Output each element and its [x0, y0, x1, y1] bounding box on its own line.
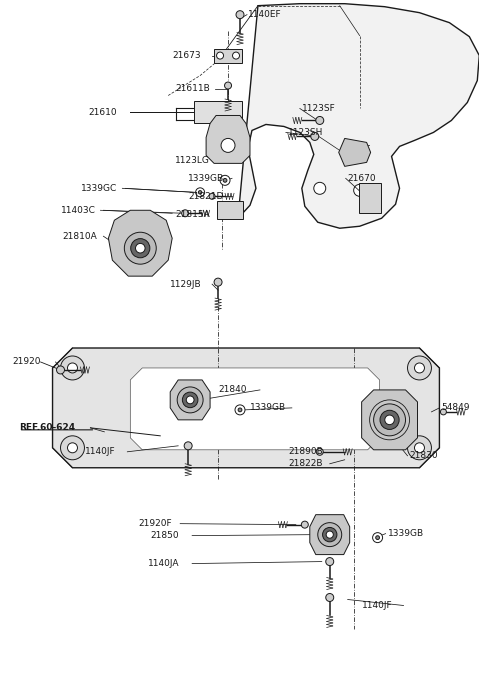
- Circle shape: [441, 409, 446, 415]
- Text: 21890B: 21890B: [288, 447, 323, 456]
- Circle shape: [354, 184, 366, 196]
- Bar: [359, 184, 381, 214]
- Circle shape: [326, 531, 333, 538]
- Circle shape: [372, 533, 383, 542]
- Polygon shape: [361, 390, 418, 450]
- Circle shape: [326, 558, 334, 565]
- Circle shape: [326, 593, 334, 602]
- Circle shape: [57, 366, 64, 374]
- Text: 54849: 54849: [442, 403, 470, 413]
- Polygon shape: [206, 115, 250, 163]
- Text: 1123SH: 1123SH: [288, 128, 323, 137]
- Circle shape: [238, 408, 242, 412]
- Circle shape: [408, 356, 432, 380]
- Circle shape: [135, 244, 145, 253]
- Text: 1140JF: 1140JF: [85, 447, 116, 456]
- Text: 21821D: 21821D: [188, 192, 224, 201]
- Circle shape: [376, 536, 380, 540]
- Circle shape: [415, 363, 424, 373]
- Text: 21815A: 21815A: [175, 210, 210, 218]
- Polygon shape: [52, 348, 439, 468]
- Circle shape: [373, 404, 406, 436]
- Circle shape: [60, 356, 84, 380]
- Circle shape: [408, 436, 432, 460]
- Text: 11403C: 11403C: [60, 206, 96, 215]
- Polygon shape: [310, 514, 350, 555]
- Text: 1140JA: 1140JA: [148, 559, 180, 568]
- Text: 21670: 21670: [348, 174, 376, 183]
- Circle shape: [415, 443, 424, 453]
- Circle shape: [68, 443, 77, 453]
- Text: 21840: 21840: [218, 385, 247, 394]
- Text: 21810A: 21810A: [62, 232, 97, 241]
- Circle shape: [380, 410, 399, 429]
- Circle shape: [198, 191, 202, 194]
- Text: 1123SF: 1123SF: [302, 104, 336, 113]
- Text: 1140JF: 1140JF: [361, 601, 392, 610]
- Polygon shape: [108, 210, 172, 276]
- Bar: [217, 201, 243, 219]
- Circle shape: [184, 442, 192, 450]
- Circle shape: [196, 188, 204, 197]
- Circle shape: [182, 392, 198, 408]
- Circle shape: [209, 193, 215, 200]
- Polygon shape: [339, 138, 371, 166]
- Circle shape: [216, 52, 224, 59]
- Circle shape: [124, 232, 156, 264]
- Text: 21611B: 21611B: [175, 84, 210, 93]
- Text: 1123LG: 1123LG: [175, 156, 210, 165]
- Polygon shape: [238, 3, 480, 228]
- Circle shape: [232, 52, 240, 59]
- Circle shape: [220, 175, 230, 186]
- Text: 1339GB: 1339GB: [188, 174, 224, 183]
- Circle shape: [311, 133, 319, 140]
- Circle shape: [223, 179, 227, 182]
- Text: REF.60-624: REF.60-624: [19, 424, 75, 432]
- Polygon shape: [130, 368, 380, 450]
- Text: 1129JB: 1129JB: [170, 280, 202, 289]
- Circle shape: [221, 138, 235, 152]
- Circle shape: [60, 436, 84, 460]
- Bar: [214, 49, 242, 63]
- Circle shape: [181, 210, 189, 217]
- Text: 1339GB: 1339GB: [250, 403, 286, 413]
- Circle shape: [323, 528, 337, 542]
- Circle shape: [186, 396, 194, 403]
- Circle shape: [214, 278, 222, 286]
- Polygon shape: [194, 101, 242, 124]
- Circle shape: [314, 182, 326, 194]
- Circle shape: [225, 82, 231, 89]
- Circle shape: [236, 10, 244, 19]
- Text: 21920: 21920: [12, 357, 41, 366]
- Circle shape: [318, 523, 342, 547]
- Text: 1339GB: 1339GB: [387, 529, 424, 538]
- Circle shape: [316, 448, 323, 455]
- Circle shape: [131, 239, 150, 258]
- Text: 21850: 21850: [150, 531, 179, 540]
- Text: 21920F: 21920F: [138, 519, 172, 528]
- Circle shape: [301, 521, 308, 528]
- Text: 1140EF: 1140EF: [248, 10, 282, 19]
- Circle shape: [235, 405, 245, 415]
- Circle shape: [68, 363, 77, 373]
- Circle shape: [385, 415, 395, 424]
- Text: 21822B: 21822B: [288, 459, 323, 468]
- Text: 21830: 21830: [409, 452, 438, 460]
- Text: 1339GC: 1339GC: [81, 184, 117, 193]
- Circle shape: [177, 387, 203, 413]
- Polygon shape: [170, 380, 210, 420]
- Circle shape: [316, 117, 324, 124]
- Text: 21610: 21610: [88, 108, 117, 117]
- Text: 21673: 21673: [172, 51, 201, 60]
